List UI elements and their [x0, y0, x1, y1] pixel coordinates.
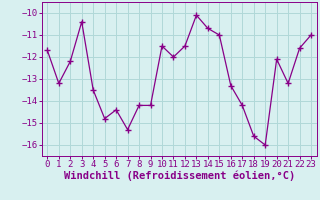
X-axis label: Windchill (Refroidissement éolien,°C): Windchill (Refroidissement éolien,°C)	[64, 171, 295, 181]
